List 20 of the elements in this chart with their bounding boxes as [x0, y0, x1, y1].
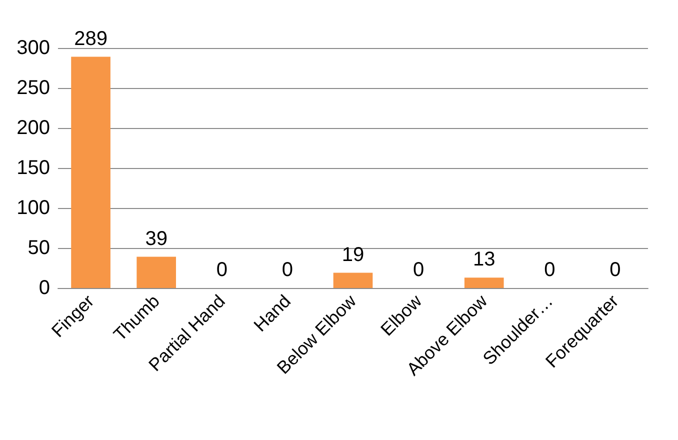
y-tick-label: 200: [16, 117, 50, 139]
y-tick-label: 0: [38, 277, 50, 299]
data-label: 0: [216, 259, 228, 281]
data-label: 19: [342, 244, 364, 266]
y-tick-label: 250: [16, 77, 50, 99]
bar: [136, 256, 176, 288]
data-label: 13: [472, 248, 496, 271]
y-tick-label: 150: [16, 157, 50, 179]
y-tick-label: 50: [28, 237, 50, 259]
data-label: 289: [74, 28, 108, 50]
y-tick-label: 300: [16, 37, 50, 59]
data-label: 39: [145, 228, 168, 250]
data-label: 0: [544, 259, 556, 281]
data-label: 0: [610, 259, 621, 281]
data-label: 0: [412, 259, 424, 281]
y-tick-label: 100: [16, 197, 50, 219]
bar: [464, 278, 504, 288]
bar: [333, 272, 373, 288]
data-label: 0: [282, 259, 294, 281]
bar: [71, 56, 110, 288]
